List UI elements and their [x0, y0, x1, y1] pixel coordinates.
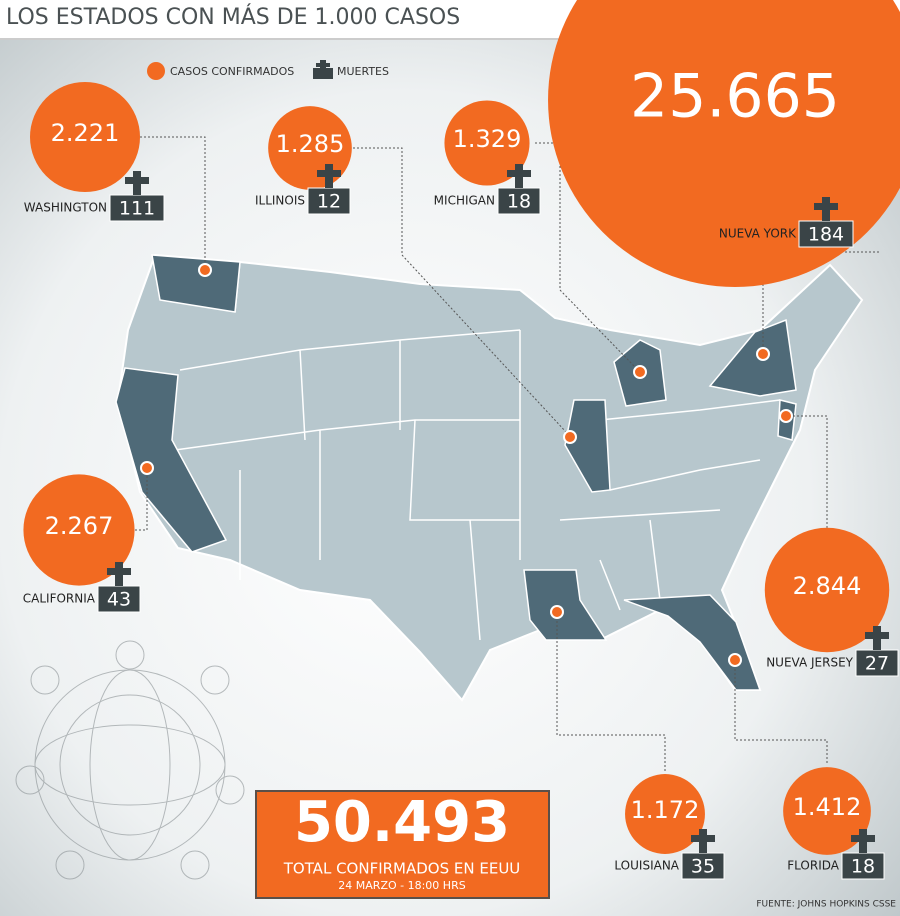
death-label: 111: [119, 198, 155, 220]
state-dot: [563, 430, 577, 444]
state-name: ILLINOIS: [255, 194, 305, 208]
case-bubble: [444, 100, 530, 186]
death-label: 43: [107, 589, 131, 611]
cross-bar: [865, 632, 889, 639]
bubbles: 2.221 111 WASHINGTON 1.285 12 ILLINOIS 1.329 18…: [23, 0, 900, 880]
death-box: [841, 852, 885, 880]
death-label: 27: [865, 653, 889, 675]
case-bubble: [30, 82, 140, 192]
source: FUENTE: JOHNS HOPKINS CSSE: [756, 900, 896, 910]
state-dot: [756, 347, 770, 361]
legend: CASOS CONFIRMADOS MUERTES: [147, 60, 389, 80]
state-dot: [633, 365, 647, 379]
death-label: 12: [317, 191, 341, 213]
total-box: [255, 790, 550, 899]
cross-bar: [317, 170, 341, 177]
connector: [791, 415, 828, 528]
state-dot: [550, 605, 564, 619]
case-label: 2.267: [45, 512, 114, 540]
state-name: CALIFORNIA: [23, 592, 96, 606]
state-dot: [728, 653, 742, 667]
connector: [135, 473, 148, 531]
us-map: [115, 253, 864, 702]
state-name: NUEVA YORK: [719, 227, 797, 241]
total-caption: TOTAL CONFIRMADOS EN EEUU: [283, 860, 521, 878]
cross-bar: [107, 568, 131, 575]
title: LOS ESTADOS CON MÁS DE 1.000 CASOS: [6, 4, 460, 30]
virus-illustration: [15, 640, 245, 880]
death-label: 184: [808, 224, 844, 246]
death-label: 18: [851, 856, 875, 878]
case-label: 1.285: [276, 130, 345, 158]
connector: [734, 665, 828, 765]
case-bubble: [625, 774, 705, 854]
total-value: 50.493: [294, 790, 510, 855]
legend-label: CASOS CONFIRMADOS: [170, 65, 294, 78]
case-bubble: [783, 767, 871, 855]
connector: [140, 136, 206, 265]
death-box: [497, 187, 541, 215]
cross-bar: [814, 203, 838, 210]
cross-bar: [851, 835, 875, 842]
case-bubble: [764, 527, 890, 653]
case-label: 25.665: [630, 62, 840, 132]
legend-label: MUERTES: [337, 65, 389, 78]
state-name: NUEVA JERSEY: [766, 656, 853, 670]
case-bubble: [23, 474, 135, 586]
case-label: 1.412: [793, 793, 862, 821]
case-label: 1.329: [453, 125, 522, 153]
death-label: 35: [691, 856, 715, 878]
case-label: 2.844: [793, 572, 862, 600]
legend-swatch: [313, 60, 333, 79]
death-label: 18: [507, 191, 531, 213]
death-box: [97, 585, 141, 613]
death-box: [109, 194, 165, 222]
cross-bar: [125, 177, 149, 184]
legend-swatch: [147, 62, 165, 80]
state-name: WASHINGTON: [24, 201, 107, 215]
state-name: FLORIDA: [787, 859, 840, 873]
state-name: MICHIGAN: [434, 194, 495, 208]
state-name: LOUISIANA: [614, 859, 679, 873]
cross-bar: [691, 835, 715, 842]
date: 24 MARZO - 18:00 HRS: [338, 879, 465, 892]
cross-bar: [507, 170, 531, 177]
state-dot: [779, 409, 793, 423]
state-dot: [198, 263, 212, 277]
case-label: 1.172: [631, 796, 700, 824]
case-bubble: [548, 0, 900, 287]
case-label: 2.221: [51, 119, 120, 147]
state-dot: [140, 461, 154, 475]
death-box: [798, 220, 854, 248]
connector: [535, 142, 637, 369]
death-box: [307, 187, 351, 215]
connector: [556, 617, 666, 772]
connector: [345, 147, 567, 433]
